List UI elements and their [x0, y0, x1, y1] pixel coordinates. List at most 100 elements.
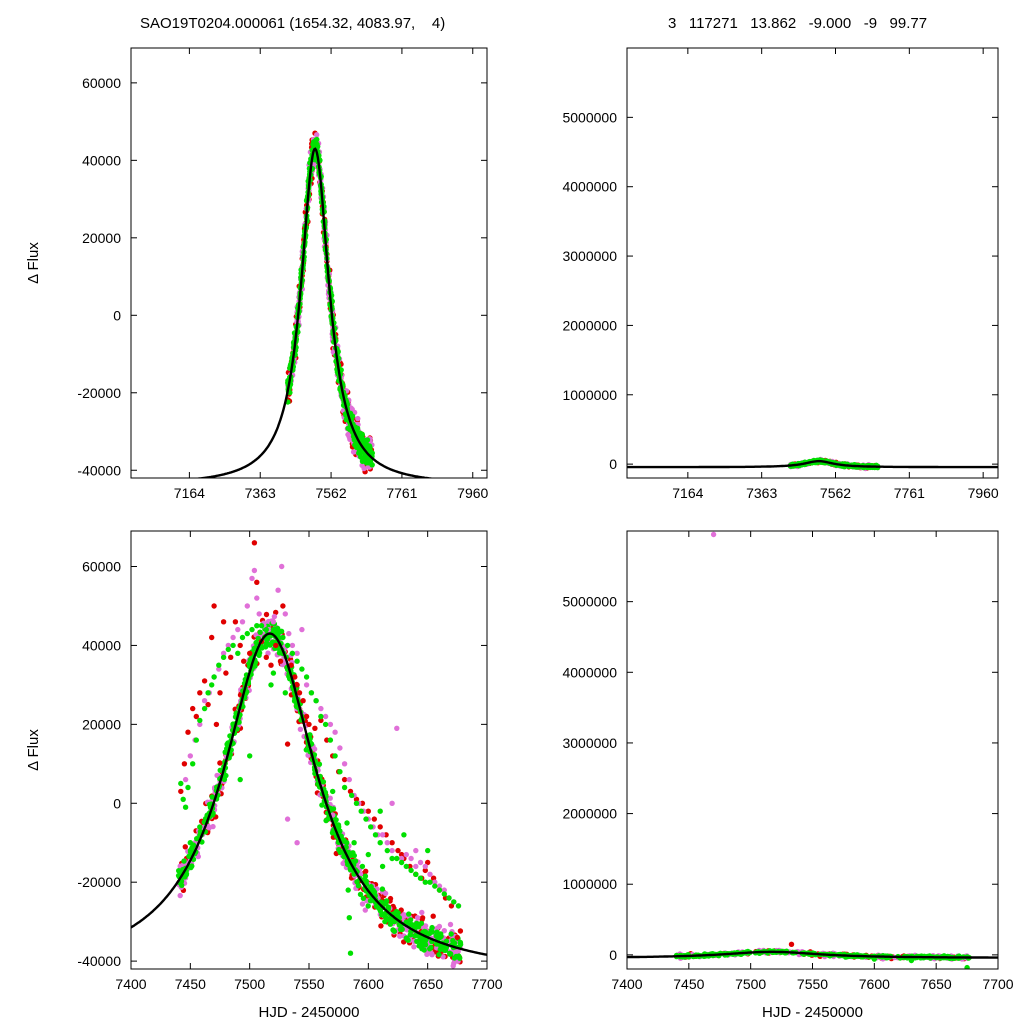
data-point: [318, 713, 324, 720]
data-point: [257, 629, 263, 635]
y-tick-label: 0: [609, 947, 617, 963]
data-point: [280, 603, 286, 609]
data-point: [270, 626, 277, 633]
plot-area: [131, 540, 487, 969]
data-point: [178, 788, 184, 795]
x-tick-label: 7400: [115, 976, 146, 992]
data-point: [228, 654, 234, 660]
data-point: [294, 682, 300, 688]
data-point: [344, 840, 350, 846]
data-point: [271, 613, 278, 620]
data-point: [217, 690, 223, 696]
data-point: [190, 761, 196, 767]
data-point: [180, 796, 186, 802]
data-point: [710, 531, 717, 538]
data-point: [419, 915, 426, 921]
data-point: [398, 851, 405, 858]
data-point: [237, 642, 243, 649]
data-point: [220, 654, 227, 660]
data-point: [408, 922, 414, 928]
data-point: [332, 729, 338, 735]
data-point: [372, 832, 379, 838]
data-point: [187, 840, 193, 846]
data-point: [232, 619, 239, 625]
data-point: [432, 879, 438, 885]
data-point: [254, 579, 260, 585]
data-point: [288, 662, 294, 668]
data-point: [235, 626, 241, 633]
data-point: [253, 639, 259, 646]
data-point: [351, 852, 357, 859]
data-point: [421, 928, 428, 935]
data-point: [413, 847, 419, 854]
x-tick-label: 7550: [293, 976, 324, 992]
data-point: [327, 737, 334, 743]
x-tick-label: 7164: [672, 485, 703, 501]
y-tick-label: 5000000: [562, 594, 617, 610]
data-point: [330, 788, 336, 795]
series-red: [178, 540, 460, 941]
data-point: [391, 928, 398, 934]
x-tick-label: 7400: [611, 976, 642, 992]
x-tick-label: 7450: [175, 976, 206, 992]
data-point: [382, 890, 389, 897]
x-tick-label: 7600: [859, 976, 890, 992]
data-point: [380, 911, 386, 917]
x-tick-label: 7363: [746, 485, 777, 501]
data-point: [370, 887, 376, 893]
data-point: [282, 690, 288, 696]
data-point: [871, 956, 877, 962]
data-point: [237, 776, 243, 783]
data-point: [181, 761, 188, 767]
data-point: [263, 611, 270, 618]
data-point: [230, 642, 236, 649]
data-point: [307, 732, 313, 738]
data-point: [258, 623, 265, 629]
y-tick-label: -40000: [77, 953, 121, 969]
data-point: [209, 794, 215, 800]
data-point: [296, 690, 303, 696]
data-point: [398, 855, 405, 862]
data-point: [241, 658, 247, 664]
x-tick-label: 7700: [982, 976, 1013, 992]
y-tick-label: 60000: [82, 559, 121, 575]
data-point: [436, 887, 443, 893]
x-axis-label: HJD - 2450000: [259, 1004, 360, 1021]
panel-top-left: 7164 7363 7562 7761 7960 -40000 -20000 0 20000 40…: [25, 47, 489, 501]
y-tick-label: 3000000: [562, 248, 617, 264]
data-point: [397, 926, 404, 933]
y-tick-label: 2000000: [562, 806, 617, 822]
plot-area: [627, 531, 998, 969]
model-curve: [627, 950, 998, 959]
data-point: [457, 928, 464, 934]
data-point: [332, 753, 338, 759]
y-tick-label: 1000000: [562, 876, 617, 892]
data-point: [389, 847, 395, 854]
data-point: [377, 824, 383, 830]
data-point: [427, 871, 433, 877]
y-axis-label: Δ Flux: [25, 729, 42, 771]
x-tick-label: 7700: [471, 976, 502, 992]
data-point: [197, 690, 203, 696]
data-point: [256, 652, 262, 658]
data-point: [355, 883, 362, 889]
data-point: [450, 963, 456, 969]
data-point: [294, 840, 300, 846]
data-point: [379, 832, 386, 838]
x-tick-label: 7562: [820, 485, 851, 501]
data-point: [280, 634, 286, 641]
data-point: [359, 863, 366, 870]
data-point: [308, 690, 315, 696]
data-point: [197, 717, 203, 724]
data-point: [275, 630, 281, 637]
data-point: [401, 832, 407, 838]
x-tick-label: 7960: [457, 485, 488, 501]
data-point: [383, 900, 389, 907]
data-point: [216, 662, 222, 668]
data-point: [282, 611, 288, 617]
data-point: [382, 918, 388, 925]
model-curve: [627, 459, 998, 469]
data-point: [408, 855, 414, 862]
panel-bottom-left: 7400 7450 7500 7550 7600 7650 7700 -40000 -20000…: [25, 530, 503, 1021]
data-point: [457, 941, 464, 948]
